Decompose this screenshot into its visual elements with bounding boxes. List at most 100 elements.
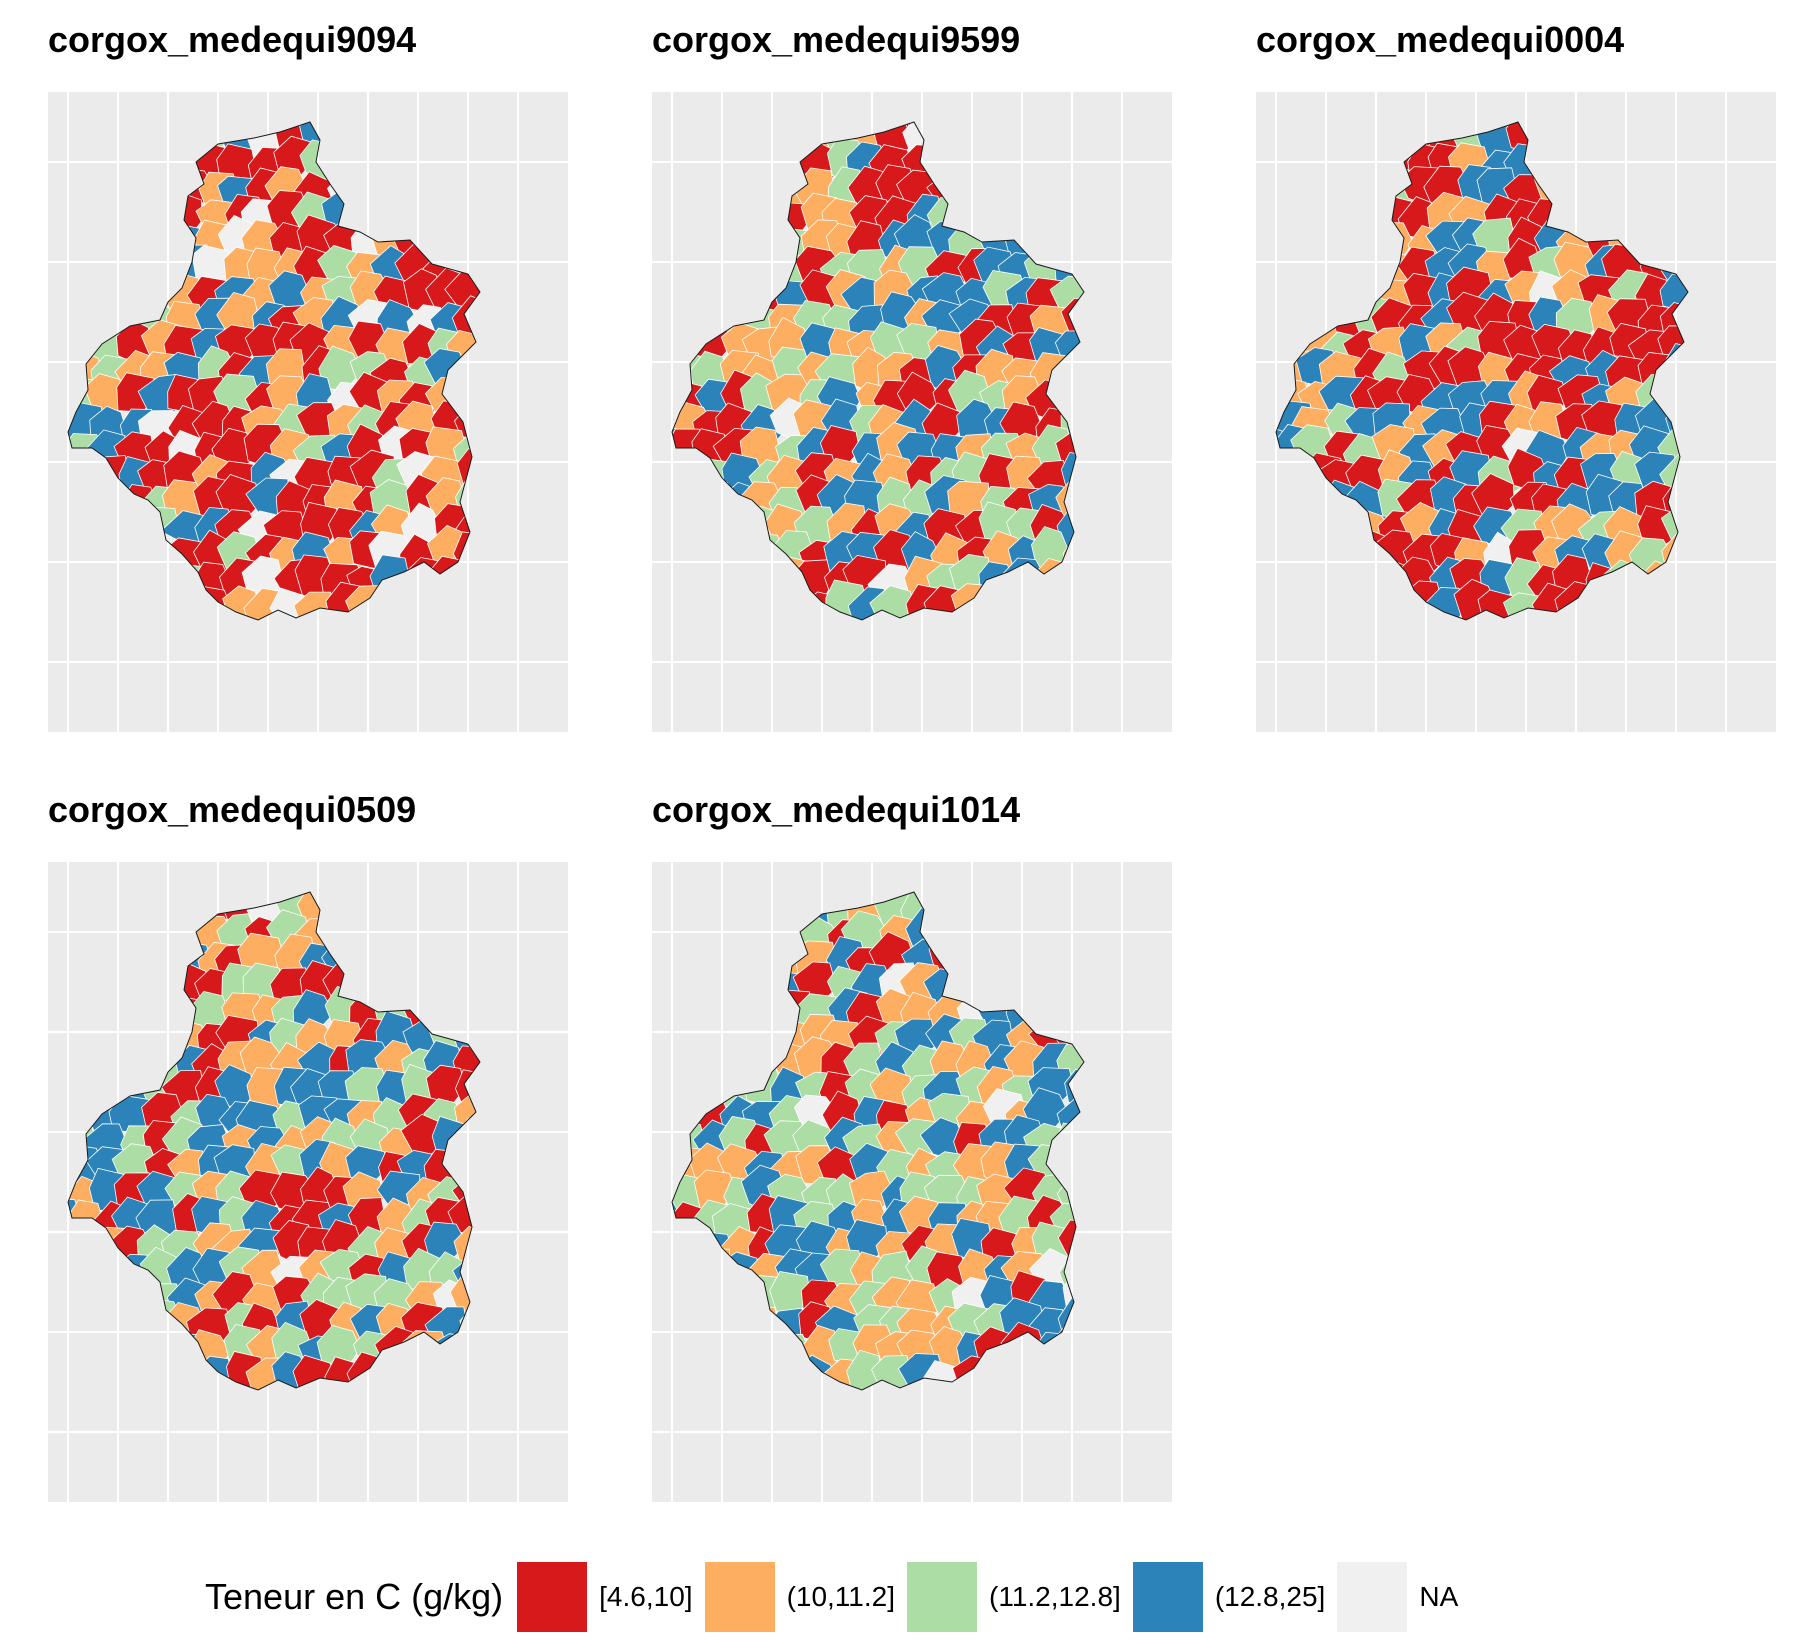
commune-polygon [68,511,107,552]
commune-polygon [68,1224,104,1265]
commune-polygon [68,1245,82,1289]
commune-polygon [1314,271,1365,317]
commune-polygon [68,559,75,604]
commune-polygon [80,1251,127,1297]
panel-title: corgox_medequi0509 [48,789,417,830]
commune-polygon [1608,122,1648,136]
commune-polygon [1276,452,1313,499]
commune-polygon [823,122,862,134]
commune-polygon [165,892,211,907]
commune-polygon [672,122,683,137]
commune-polygon [1658,563,1688,606]
commune-polygon [143,892,188,925]
commune-polygon [672,188,708,230]
commune-polygon [93,892,132,899]
commune-polygon [117,484,158,527]
commune-polygon [137,1351,186,1390]
commune-polygon [1634,122,1680,129]
commune-polygon [672,169,689,210]
commune-polygon [948,122,990,133]
commune-polygon [956,917,998,957]
commune-polygon [1001,579,1046,620]
communes-layer [68,892,480,1390]
commune-polygon [672,192,686,236]
commune-polygon [1010,892,1055,902]
commune-polygon [327,892,366,904]
commune-polygon [1658,147,1688,193]
commune-polygon [1296,588,1339,620]
commune-polygon [694,219,740,263]
commune-polygon [373,892,412,905]
legend-label: [4.6,10] [599,1581,693,1612]
commune-polygon [672,122,708,161]
commune-polygon [1612,142,1655,186]
commune-polygon [426,892,470,908]
commune-polygon [672,911,712,957]
commune-polygon [446,961,480,1004]
panel-title: corgox_medequi9599 [652,19,1021,60]
commune-polygon [694,559,735,607]
commune-polygon [745,122,787,127]
commune-polygon [748,241,791,288]
region-border [671,121,1085,621]
commune-polygon [1276,488,1313,528]
commune-polygon [1029,990,1069,1033]
commune-polygon [108,584,152,620]
commune-polygon [95,971,136,1013]
commune-polygon [1006,167,1049,208]
commune-polygon [672,347,689,386]
commune-polygon [115,892,156,902]
commune-polygon [399,164,449,207]
commune-polygon [68,1251,105,1298]
commune-polygon [738,973,785,1012]
commune-polygon [222,122,268,131]
commune-polygon [716,588,760,620]
commune-polygon [672,1297,681,1344]
commune-polygon [743,991,787,1035]
commune-polygon [68,275,105,319]
legend-item: NA [1337,1562,1458,1632]
commune-polygon [1056,192,1084,234]
commune-polygon [946,937,991,986]
commune-polygon [673,249,717,291]
commune-polygon [672,1196,685,1238]
commune-polygon [1276,139,1288,183]
commune-polygon [1299,245,1342,288]
commune-polygon [1024,122,1070,137]
commune-polygon [1276,271,1289,316]
legend-item: (11.2,12.8] [907,1562,1121,1632]
commune-polygon [1276,589,1318,620]
commune-polygon [68,460,75,499]
commune-polygon [1005,1358,1053,1390]
panel-title: corgox_medequi9094 [48,19,417,60]
commune-polygon [721,220,766,263]
commune-polygon [140,164,186,205]
commune-polygon [927,135,973,177]
commune-polygon [925,909,967,952]
commune-polygon [1297,557,1340,604]
commune-polygon [763,148,809,190]
commune-polygon [68,1068,75,1109]
commune-polygon [430,892,472,931]
commune-polygon [121,1015,166,1060]
commune-polygon [1658,583,1688,620]
commune-polygon [342,144,387,186]
commune-polygon [672,269,684,311]
commune-polygon [672,993,679,1035]
commune-polygon [957,892,1000,927]
commune-polygon [168,585,213,620]
commune-polygon [716,1282,765,1322]
commune-polygon [672,122,686,159]
commune-polygon [119,215,159,263]
commune-polygon [672,505,709,551]
commune-polygon [672,1120,684,1161]
commune-polygon [672,893,680,930]
commune-polygon [1055,371,1084,414]
panel-title: corgox_medequi1014 [652,789,1021,830]
commune-polygon [672,892,715,928]
commune-polygon [739,936,785,981]
commune-polygon [344,940,389,983]
communes-layer [672,122,1084,620]
commune-polygon [974,1351,1019,1390]
commune-polygon [426,579,473,620]
